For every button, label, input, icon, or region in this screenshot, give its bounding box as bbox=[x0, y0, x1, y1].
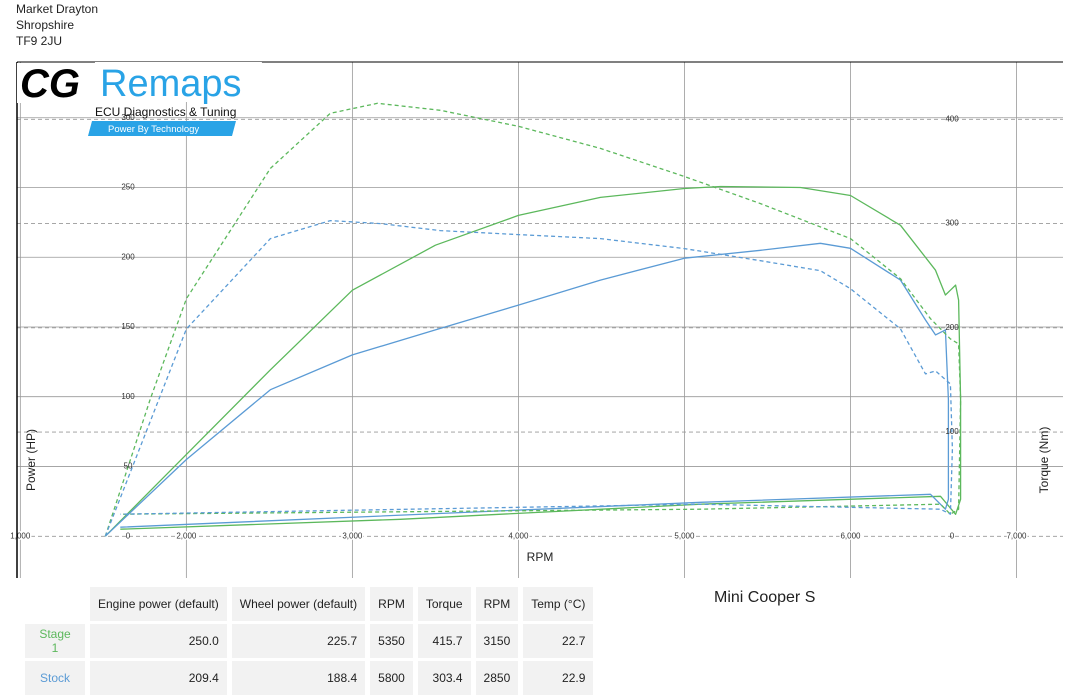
x-tick-label: 2,000 bbox=[176, 531, 197, 540]
cell: 5800 bbox=[370, 661, 413, 695]
y-axis-title: Power (HP) bbox=[24, 429, 38, 491]
car-title: Mini Cooper S bbox=[714, 589, 816, 606]
header-cell bbox=[25, 587, 85, 621]
address-line: Shropshire bbox=[16, 18, 75, 32]
cell: 225.7 bbox=[231, 624, 366, 658]
logo-name: Remaps bbox=[100, 63, 242, 105]
series-line bbox=[104, 185, 962, 537]
series-line bbox=[104, 102, 962, 537]
x-tick-label: 7,000 bbox=[1006, 531, 1027, 540]
y-tick-label: 300 bbox=[121, 113, 135, 122]
row-label: Stage 1 bbox=[25, 624, 85, 658]
series-line bbox=[104, 219, 954, 537]
results-table: Engine power (default) Wheel power (defau… bbox=[20, 584, 598, 698]
header-cell: Wheel power (default) bbox=[231, 587, 366, 621]
table-row: Stock 209.4 188.4 5800 303.4 2850 22.9 bbox=[25, 661, 594, 695]
y2-tick-label: 0 bbox=[950, 531, 955, 540]
cell: 3150 bbox=[475, 624, 519, 658]
x-tick-label: 3,000 bbox=[342, 531, 363, 540]
y2-tick-label: 300 bbox=[945, 219, 959, 228]
y2-tick-label: 100 bbox=[945, 427, 959, 436]
y2-tick-label: 200 bbox=[945, 323, 959, 332]
address-line: TF9 2JU bbox=[16, 34, 63, 48]
logo: CG Remaps ECU Diagnostics & Tuning Power… bbox=[17, 62, 262, 136]
y-tick-label: 100 bbox=[121, 392, 135, 401]
x-tick-label: 5,000 bbox=[674, 531, 695, 540]
address-line: Market Drayton bbox=[16, 2, 99, 16]
table-row: Stage 1 250.0 225.7 5350 415.7 3150 22.7 bbox=[25, 624, 594, 658]
row-label: Stock bbox=[25, 661, 85, 695]
cell: 5350 bbox=[370, 624, 413, 658]
cell: 2850 bbox=[475, 661, 519, 695]
cell: 22.7 bbox=[523, 624, 594, 658]
x-tick-label: 4,000 bbox=[508, 531, 529, 540]
x-axis-title: RPM bbox=[527, 550, 554, 564]
cell: 209.4 bbox=[90, 661, 227, 695]
series-line bbox=[104, 242, 950, 537]
header-cell: Engine power (default) bbox=[90, 587, 227, 621]
y-tick-label: 150 bbox=[121, 322, 135, 331]
logo-box bbox=[88, 62, 262, 102]
y2-tick-label: 400 bbox=[945, 114, 959, 123]
header-cell: RPM bbox=[475, 587, 519, 621]
logo-brand: CG bbox=[20, 62, 80, 106]
cell: 188.4 bbox=[231, 661, 366, 695]
y2-axis-title: Torque (Nm) bbox=[1037, 427, 1051, 494]
logo-slogan: Power By Technology bbox=[108, 124, 199, 135]
address: Market Drayton Shropshire TF9 2JU bbox=[16, 1, 98, 49]
y-tick-label: 0 bbox=[126, 531, 131, 540]
logo-tagline: ECU Diagnostics & Tuning bbox=[95, 105, 236, 119]
y-tick-label: 200 bbox=[121, 252, 135, 261]
cell: 250.0 bbox=[90, 624, 227, 658]
y-tick-label: 50 bbox=[124, 462, 133, 471]
logo-bg bbox=[17, 63, 87, 103]
cell: 303.4 bbox=[417, 661, 471, 695]
x-tick-label: 1,000 bbox=[10, 531, 31, 540]
page: Market Drayton Shropshire TF9 2JU 1,000 2… bbox=[9, 1, 1063, 695]
logo-banner bbox=[88, 121, 236, 136]
header-cell: Torque bbox=[417, 587, 471, 621]
header-cell: Temp (°C) bbox=[523, 587, 594, 621]
cell: 415.7 bbox=[417, 624, 471, 658]
table-header: Engine power (default) Wheel power (defau… bbox=[25, 587, 594, 621]
header-cell: RPM bbox=[370, 587, 413, 621]
chart: 1,000 2,000 3,000 4,000 5,000 6,000 7,000 0 50 10… bbox=[9, 61, 1063, 578]
x-tick-label: 6,000 bbox=[840, 531, 861, 540]
y-tick-label: 250 bbox=[121, 183, 135, 192]
cell: 22.9 bbox=[523, 661, 594, 695]
